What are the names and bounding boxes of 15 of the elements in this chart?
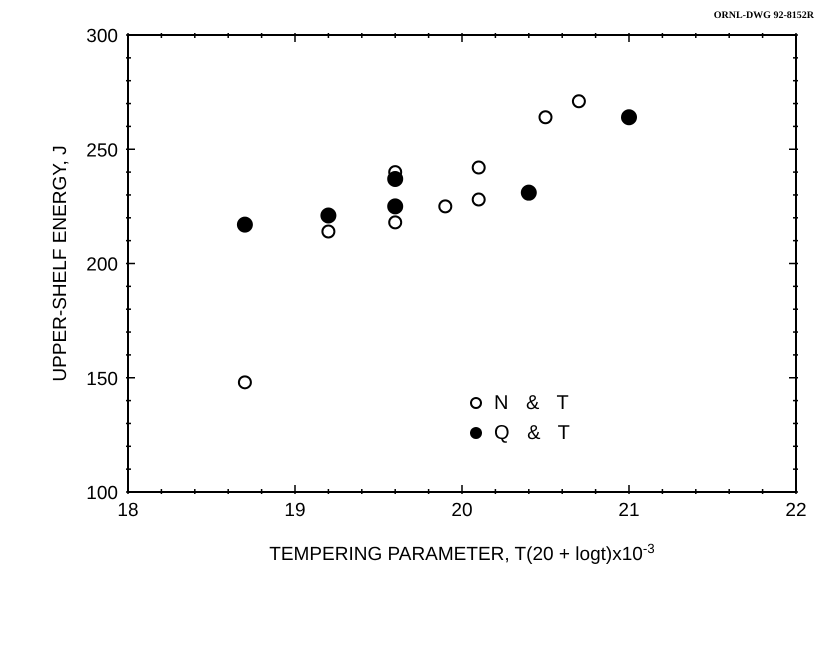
- x-tick-label: 19: [284, 500, 306, 521]
- y-tick-label: 250: [86, 140, 118, 162]
- x-tick-label: 20: [451, 500, 473, 521]
- text: ORNL-DWG 92-8152R: [714, 10, 814, 21]
- x-tick-label: 18: [117, 500, 139, 521]
- y-tick-label: 200: [86, 254, 118, 276]
- x-tick-label: 21: [618, 500, 640, 521]
- y-tick-label: 100: [86, 483, 118, 504]
- y-tick-label: 150: [86, 368, 118, 390]
- x-axis-title: TEMPERING PARAMETER, T(20 + logt)x10$^{-3}$: [269, 540, 655, 565]
- legend-label: N & T: [494, 392, 575, 414]
- legend-label: Q & T: [494, 422, 576, 444]
- y-axis-title: UPPER-SHELF ENERGY, J: [50, 145, 71, 382]
- y-tick-label: 300: [86, 26, 118, 47]
- x-tick-label: 22: [785, 500, 807, 521]
